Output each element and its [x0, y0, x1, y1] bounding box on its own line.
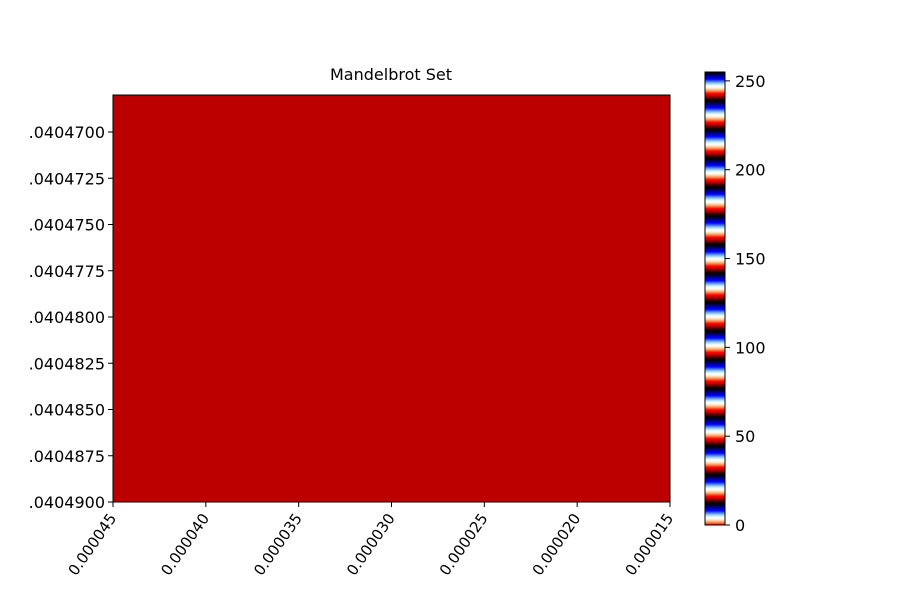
x-tick-label: 0.000045	[64, 510, 120, 579]
y-tick-label: .0404900	[29, 493, 105, 512]
y-tick-label: .0404875	[29, 447, 105, 466]
y-tick-label: .0404850	[29, 401, 105, 420]
y-tick-label: .0404750	[29, 216, 105, 235]
colorbar-tick-label: 50	[735, 427, 755, 446]
y-tick-label: .0404725	[29, 169, 105, 188]
mandelbrot-heatmap	[113, 95, 670, 502]
x-tick-label: 0.000015	[621, 510, 677, 579]
y-tick-label: .0404825	[29, 354, 105, 373]
colorbar-tick-label: 0	[735, 516, 745, 535]
y-tick-label: .0404700	[29, 123, 105, 142]
colorbar-frame	[704, 71, 726, 526]
colorbar-gradient	[705, 72, 725, 525]
y-tick-label: .0404775	[29, 262, 105, 281]
colorbar-tick-label: 150	[735, 250, 766, 269]
x-tick-label: 0.000040	[157, 510, 213, 579]
colorbar-tick-label: 250	[735, 72, 766, 91]
x-tick-label: 0.000030	[343, 510, 399, 579]
x-tick-label: 0.000020	[529, 510, 585, 579]
y-tick-label: .0404800	[29, 308, 105, 327]
x-tick-label: 0.000025	[436, 510, 492, 579]
chart-title: Mandelbrot Set	[330, 65, 452, 84]
plot-frame	[112, 94, 671, 503]
colorbar-tick-label: 200	[735, 161, 766, 180]
colorbar-tick-label: 100	[735, 338, 766, 357]
x-tick-label: 0.000035	[250, 510, 306, 579]
